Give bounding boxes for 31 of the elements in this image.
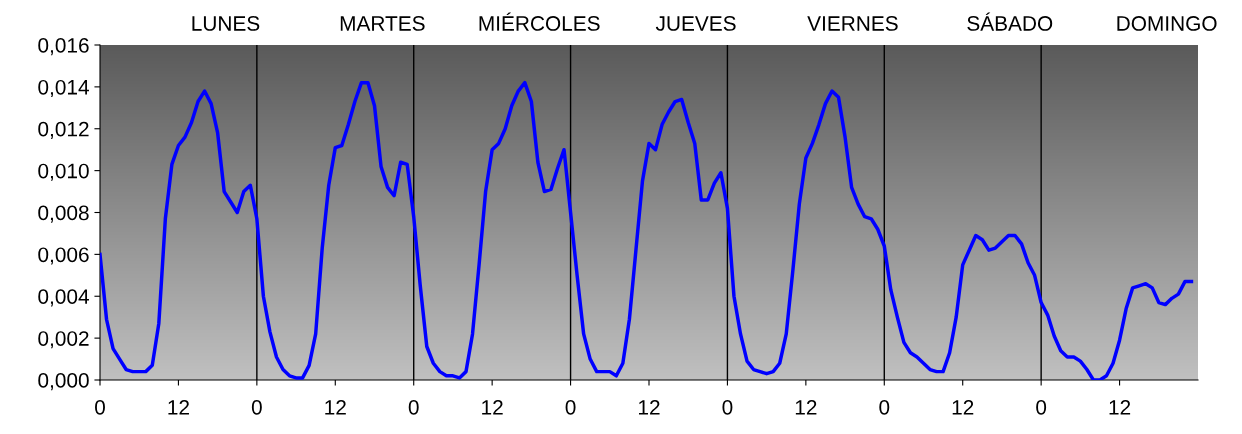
line-series bbox=[100, 80, 1194, 380]
x-tick-label: 0 bbox=[879, 399, 890, 415]
text: VIERNES bbox=[807, 16, 898, 31]
y-tick-label: 0,000 bbox=[38, 373, 89, 391]
x-tick-label: 12 bbox=[168, 399, 189, 415]
x-tick-label: 0 bbox=[565, 399, 576, 415]
x-tick-label: 12 bbox=[482, 399, 503, 415]
x-tick-label: 0 bbox=[408, 399, 419, 415]
text: JUEVES bbox=[655, 16, 736, 31]
x-tick-label: 12 bbox=[952, 399, 974, 415]
x-tick-label: 0 bbox=[251, 399, 262, 415]
y-tick-label: 0,016 bbox=[38, 38, 89, 56]
y-tick-label: 0,010 bbox=[38, 163, 89, 181]
text: SÁBADO bbox=[967, 12, 1053, 31]
x-tick-label: 0 bbox=[722, 399, 733, 415]
x-tick-label: 0 bbox=[95, 399, 105, 415]
text: MIÉRCOLES bbox=[479, 12, 600, 31]
x-tick-label: 12 bbox=[1109, 399, 1131, 415]
text: LUNES bbox=[192, 16, 260, 31]
x-tick-label: 0 bbox=[1036, 399, 1047, 415]
text: MARTES bbox=[340, 16, 425, 31]
y-tick-label: 0,006 bbox=[38, 247, 89, 265]
x-tick-label: 12 bbox=[795, 399, 817, 415]
x-tick-label: 12 bbox=[325, 399, 346, 415]
y-tick-label: 0,008 bbox=[38, 205, 89, 223]
y-tick-label: 0,012 bbox=[38, 121, 89, 139]
text: DOMINGO bbox=[1117, 16, 1217, 31]
y-tick-label: 0,002 bbox=[38, 331, 89, 349]
x-tick-label: 12 bbox=[639, 399, 660, 415]
y-tick-label: 0,014 bbox=[38, 79, 89, 98]
y-tick-label: 0,004 bbox=[38, 289, 89, 307]
